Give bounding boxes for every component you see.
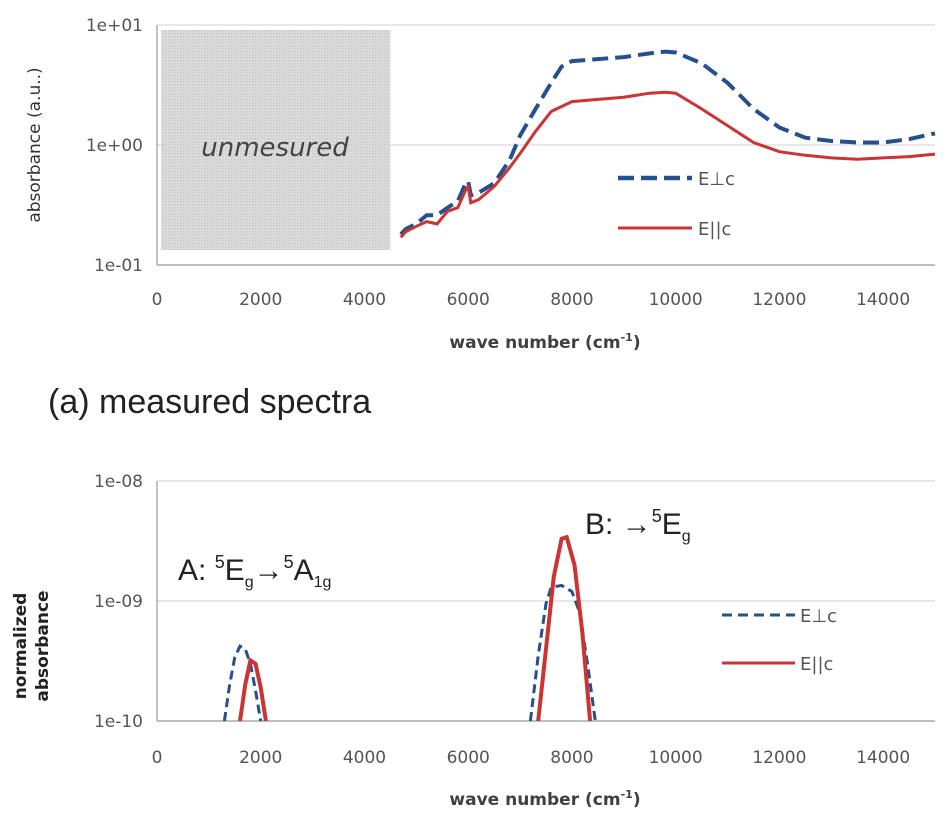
- chart-a-y-tick-label: 1e-01: [94, 256, 143, 276]
- chart-b-x-axis-label: wave number (cm-1): [449, 788, 640, 810]
- chart-a-x-tick-label: 0: [152, 290, 163, 310]
- chart-a-x-tick-label: 6000: [447, 290, 490, 310]
- chart-b-series-e-par-c: [238, 534, 593, 722]
- chart-a-y-axis-label: absorbance (a.u..): [25, 67, 45, 222]
- chart-a-y-tick-label: 1e+00: [86, 136, 143, 156]
- chart-b-x-tick-label: 8000: [550, 748, 593, 768]
- chart-a-x-tick-label: 12000: [752, 290, 806, 310]
- chart-b: 0 2000 4000 6000 8000 10000 12000 14000 1e-08 1…: [11, 472, 935, 810]
- chart-b-annotation-a: A: 5Eg→5A1g: [178, 552, 331, 591]
- chart-b-annotation-b: B: →5Eg: [585, 506, 691, 545]
- chart-b-peak-e-par-c: [238, 657, 268, 722]
- chart-b-y-axis-label-line1: normalized: [11, 593, 31, 700]
- chart-a-unmeasured-label: unmesured: [201, 133, 349, 163]
- chart-b-y-tick-label: 1e-08: [94, 472, 143, 492]
- chart-a-y-tick-label: 1e+01: [86, 16, 143, 36]
- chart-b-x-tick-label: 14000: [856, 748, 910, 768]
- chart-a-x-tick-label: 10000: [649, 290, 703, 310]
- chart-a-unmeasured-region: [161, 30, 391, 250]
- chart-b-x-tick-label: 10000: [649, 748, 703, 768]
- chart-b-y-axis-label-line2: absorbance: [33, 590, 53, 701]
- chart-b-peak-e-par-c: [536, 534, 593, 722]
- caption-a: (a) measured spectra: [48, 383, 371, 421]
- chart-a-x-tick-label: 14000: [856, 290, 910, 310]
- chart-b-x-tick-label: 2000: [239, 748, 282, 768]
- chart-a: unmesured 0 2000 4000 6000 8000 10000 12000 140…: [25, 16, 936, 353]
- chart-a-x-tick-label: 8000: [550, 290, 593, 310]
- chart-a-series-e-perp-c: [399, 49, 936, 236]
- chart-a-x-tick-label: 2000: [239, 290, 282, 310]
- chart-b-x-tick-label: 12000: [752, 748, 806, 768]
- chart-a-x-tick-label: 4000: [343, 290, 386, 310]
- chart-b-y-tick-label: 1e-10: [94, 712, 143, 732]
- chart-b-y-tick-label: 1e-09: [94, 592, 143, 612]
- chart-b-x-tick-label: 0: [152, 748, 163, 768]
- chart-a-series-e-par-c: [399, 90, 936, 239]
- chart-a-legend-label-e-par-c: E||c: [698, 219, 731, 240]
- chart-b-legend-label-e-par-c: E||c: [800, 654, 833, 675]
- chart-b-x-tick-label: 4000: [343, 748, 386, 768]
- chart-b-legend-label-e-perp-c: E⊥c: [800, 606, 837, 627]
- chart-a-legend-label-e-perp-c: E⊥c: [698, 169, 735, 190]
- chart-a-x-axis-label: wave number (cm-1): [449, 331, 640, 353]
- chart-b-x-tick-label: 6000: [447, 748, 490, 768]
